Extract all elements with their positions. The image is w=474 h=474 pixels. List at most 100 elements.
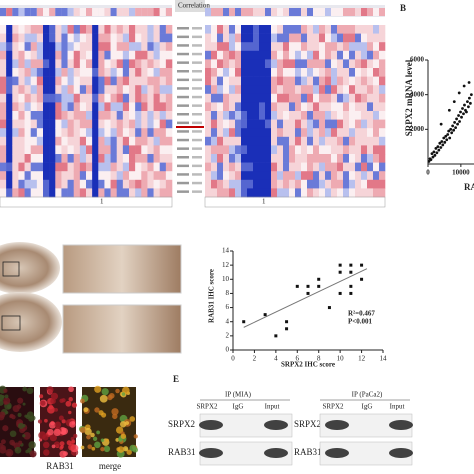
heatmap-cell xyxy=(79,76,87,86)
heatmap-cell xyxy=(36,93,44,103)
heatmap-cell xyxy=(135,102,142,112)
heatmap-cell xyxy=(104,33,111,43)
heatmap-cell xyxy=(337,93,344,103)
zoom-box xyxy=(2,261,20,277)
heatmap-cell xyxy=(147,171,154,181)
heatmap-cell xyxy=(361,179,368,189)
heatmap-cell xyxy=(98,102,105,112)
lane-label: SRPX2 xyxy=(196,403,218,411)
heatmap-cell xyxy=(205,136,212,146)
gene-name-placeholder xyxy=(192,78,202,82)
heatmap-cell xyxy=(116,162,124,172)
heatmap-cell xyxy=(283,102,290,112)
heatmap-cell xyxy=(110,162,118,172)
heatmap-cell xyxy=(217,179,224,189)
heatmap-cell xyxy=(367,162,374,172)
correlation-value-placeholder xyxy=(177,130,189,133)
heatmap-cell xyxy=(283,76,290,86)
heatmap-cell xyxy=(211,76,218,86)
heatmap-cell xyxy=(355,102,362,112)
heatmap-cell xyxy=(147,33,154,43)
heatmap-cell xyxy=(277,179,284,189)
heatmap-cell xyxy=(18,33,25,43)
cell xyxy=(22,386,27,392)
heatmap-cell xyxy=(373,111,380,120)
heatmap-cell xyxy=(61,188,68,198)
heatmap-cell xyxy=(141,50,148,60)
heatmap-cell xyxy=(67,102,75,112)
heatmap-cell xyxy=(49,111,56,120)
heatmap-cell xyxy=(247,136,254,146)
heatmap-cell xyxy=(217,145,224,155)
heatmap-cell xyxy=(159,93,167,103)
cell xyxy=(61,398,66,403)
heatmap-cell xyxy=(379,162,386,172)
heatmap-cell xyxy=(129,154,136,163)
correlation-value-placeholder xyxy=(177,95,189,99)
fit-line xyxy=(243,268,368,328)
heatmap-cell xyxy=(79,111,87,120)
heatmap-cell xyxy=(301,128,308,138)
data-point xyxy=(440,140,444,143)
heatmap-cell xyxy=(301,171,308,181)
cell xyxy=(54,407,58,412)
heatmap-cell xyxy=(116,50,124,60)
heatmap-cell xyxy=(283,128,290,138)
heatmap-cell xyxy=(313,50,320,60)
heatmap-cell xyxy=(79,136,87,146)
data-point xyxy=(462,112,465,116)
heatmap-cell xyxy=(205,102,212,112)
heatmap-cell xyxy=(24,162,32,172)
cell xyxy=(60,428,67,435)
heatmap-cell xyxy=(301,76,308,86)
heatmap-cell xyxy=(165,59,173,69)
heatmap-cell xyxy=(379,76,386,86)
cell xyxy=(22,424,26,428)
heatmap-cell xyxy=(253,85,260,95)
heatmap-cell xyxy=(0,136,7,146)
cell xyxy=(73,433,78,439)
heatmap-cell xyxy=(223,102,230,112)
heatmap-cell xyxy=(259,33,266,43)
heatmap-cell xyxy=(355,42,362,52)
heatmap-cell xyxy=(61,59,68,69)
heatmap-cell xyxy=(277,171,284,181)
heatmap-cell xyxy=(135,85,142,95)
cell xyxy=(100,446,105,452)
heatmap-cell xyxy=(129,188,136,198)
heatmap-cell xyxy=(147,85,154,95)
heatmap-cell xyxy=(355,162,362,172)
data-point xyxy=(466,100,469,103)
heatmap-cell xyxy=(73,85,81,95)
heatmap-cell xyxy=(277,111,284,120)
heatmap-cell xyxy=(289,119,296,129)
heatmap-cell xyxy=(135,33,142,43)
heatmap-cell xyxy=(229,128,236,138)
heatmap-cell xyxy=(18,42,25,52)
cell xyxy=(5,411,9,415)
heatmap-cell xyxy=(235,119,242,129)
heatmap-cell xyxy=(223,188,230,198)
cell xyxy=(9,414,13,419)
heatmap-cell xyxy=(49,128,56,138)
heatmap-cell xyxy=(122,171,130,181)
heatmap-cell xyxy=(331,162,338,172)
heatmap-cell xyxy=(217,76,224,86)
heatmap-cell xyxy=(43,154,50,163)
heatmap-cell xyxy=(325,8,331,16)
heatmap-cell xyxy=(122,85,130,95)
correlation-value-placeholder xyxy=(177,121,189,125)
heatmap-cell xyxy=(92,68,99,77)
heatmap-cell xyxy=(325,119,332,129)
heatmap-cell xyxy=(159,68,167,77)
heatmap-cell xyxy=(313,162,320,172)
heatmap-cell xyxy=(159,162,167,172)
heatmap-cell xyxy=(98,42,105,52)
heatmap-cell xyxy=(43,8,50,16)
heatmap-cell xyxy=(301,111,308,120)
heatmap-cell xyxy=(0,162,7,172)
heatmap-cell xyxy=(211,85,218,95)
heatmap-cell xyxy=(253,119,260,129)
heatmap-cell xyxy=(211,179,218,189)
image-label: RAB31 xyxy=(46,461,74,471)
